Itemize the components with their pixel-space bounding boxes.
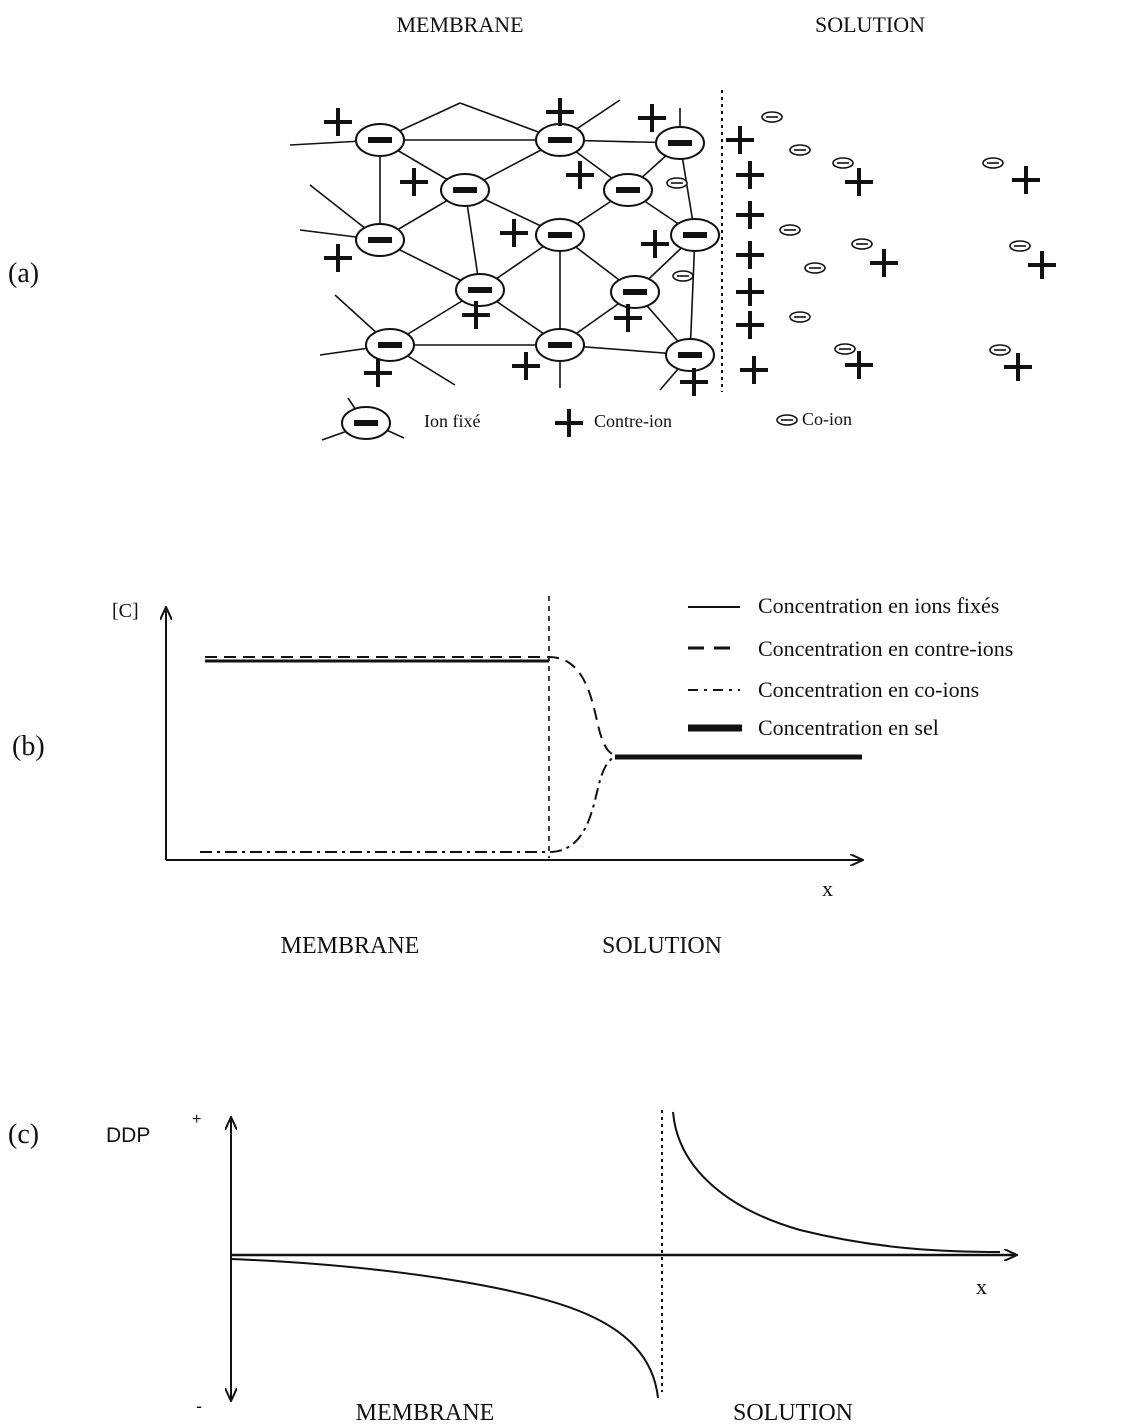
fixed-ion-icon <box>440 173 490 207</box>
legend-b-item-salt: Concentration en sel <box>758 715 939 740</box>
plus-icon <box>1012 166 1040 194</box>
co-ion-icon <box>851 238 873 250</box>
plus-icon <box>870 249 898 277</box>
plus-icon <box>736 241 764 269</box>
panel-b-region-membrane: MEMBRANE <box>281 933 420 959</box>
plus-icon <box>462 301 490 329</box>
co-ion-icon <box>804 262 826 274</box>
co-ion-icon <box>776 414 798 426</box>
fixed-ion-icon <box>535 123 585 157</box>
legend-b-item-fixed: Concentration en ions fixés <box>758 593 999 618</box>
fixed-ion-icon <box>355 123 405 157</box>
fixed-ion-icon <box>670 218 720 252</box>
fixed-ion-icon <box>665 338 715 372</box>
legend-co-ion-label: Co-ion <box>802 409 852 429</box>
panel-b-y-axis-label: [C] <box>112 600 139 622</box>
plus-icon <box>1004 353 1032 381</box>
panel-a-header-membrane: MEMBRANE <box>396 12 523 37</box>
panel-a-label: (a) <box>8 258 39 289</box>
plus-icon <box>614 304 642 332</box>
counter-ions <box>324 98 1056 396</box>
plus-icon <box>324 244 352 272</box>
panel-b: (b) [C] x Concentration en ions fixés Co… <box>12 593 1013 959</box>
panel-c-y-axis-label: DDP <box>106 1124 150 1147</box>
plus-icon <box>845 351 873 379</box>
fixed-ion-icon <box>535 328 585 362</box>
panel-c-minus-sign: - <box>196 1396 202 1416</box>
panel-c: (c) DDP + - x MEMBRANE SOLUTION <box>8 1110 1016 1425</box>
fixed-ion-icon <box>455 273 505 307</box>
plus-icon <box>726 126 754 154</box>
plus-icon <box>546 98 574 126</box>
panel-b-label: (b) <box>12 731 45 762</box>
plus-icon <box>736 311 764 339</box>
fixed-ion-icon <box>610 275 660 309</box>
panel-a-header-solution: SOLUTION <box>815 12 925 37</box>
potential-curve-solution <box>672 1111 1001 1253</box>
fixed-ion-icon <box>365 328 415 362</box>
legend-b-item-counter: Concentration en contre-ions <box>758 636 1013 661</box>
co-ion-icon <box>834 343 856 355</box>
membrane-network <box>289 99 696 391</box>
plus-icon <box>566 161 594 189</box>
plus-icon <box>740 356 768 384</box>
fixed-ion-icon <box>535 218 585 252</box>
panel-c-region-membrane: MEMBRANE <box>356 1400 495 1425</box>
panel-c-plus-sign: + <box>192 1111 201 1128</box>
plus-icon <box>500 219 528 247</box>
co-ion-icon <box>779 224 801 236</box>
panel-c-label: (c) <box>8 1119 39 1150</box>
fixed-ion-icon <box>655 126 705 160</box>
co-ion-icon <box>672 270 694 282</box>
plus-icon <box>680 368 708 396</box>
co-ions-curve <box>200 755 621 853</box>
co-ions <box>666 111 1031 356</box>
plus-icon <box>736 161 764 189</box>
panel-b-x-axis-label: x <box>822 876 833 901</box>
plus-icon <box>736 278 764 306</box>
plus-icon <box>364 359 392 387</box>
counter-ions-curve <box>205 656 621 757</box>
plus-icon <box>736 201 764 229</box>
co-ion-icon <box>1009 240 1031 252</box>
legend-fixed-ion-label: Ion fixé <box>424 411 480 431</box>
plus-icon <box>400 168 428 196</box>
plus-icon <box>638 104 666 132</box>
plus-icon <box>845 168 873 196</box>
legend-b: Concentration en ions fixés Concentratio… <box>688 593 1013 740</box>
fixed-ion-icon <box>603 173 653 207</box>
panel-b-region-solution: SOLUTION <box>602 933 722 959</box>
fixed-ion-icon <box>355 223 405 257</box>
panel-a: (a) MEMBRANE SOLUTION <box>8 12 1056 441</box>
co-ion-icon <box>982 157 1004 169</box>
fixed-ions <box>355 123 720 372</box>
co-ion-icon <box>789 311 811 323</box>
plus-icon <box>555 409 583 437</box>
co-ion-icon <box>789 144 811 156</box>
co-ion-icon <box>761 111 783 123</box>
legend-a: Ion fixé Contre-ion Co-ion <box>321 397 852 441</box>
plus-icon <box>512 352 540 380</box>
plus-icon <box>641 230 669 258</box>
plus-icon <box>1028 251 1056 279</box>
fixed-ion-icon <box>321 397 405 441</box>
co-ion-icon <box>832 157 854 169</box>
co-ion-icon <box>666 177 688 189</box>
legend-counter-ion-label: Contre-ion <box>594 411 672 431</box>
potential-curve-membrane <box>230 1258 659 1399</box>
legend-b-item-co: Concentration en co-ions <box>758 677 979 702</box>
panel-c-x-axis-label: x <box>976 1274 987 1299</box>
panel-c-region-solution: SOLUTION <box>733 1400 853 1425</box>
co-ion-icon <box>989 344 1011 356</box>
plus-icon <box>324 108 352 136</box>
